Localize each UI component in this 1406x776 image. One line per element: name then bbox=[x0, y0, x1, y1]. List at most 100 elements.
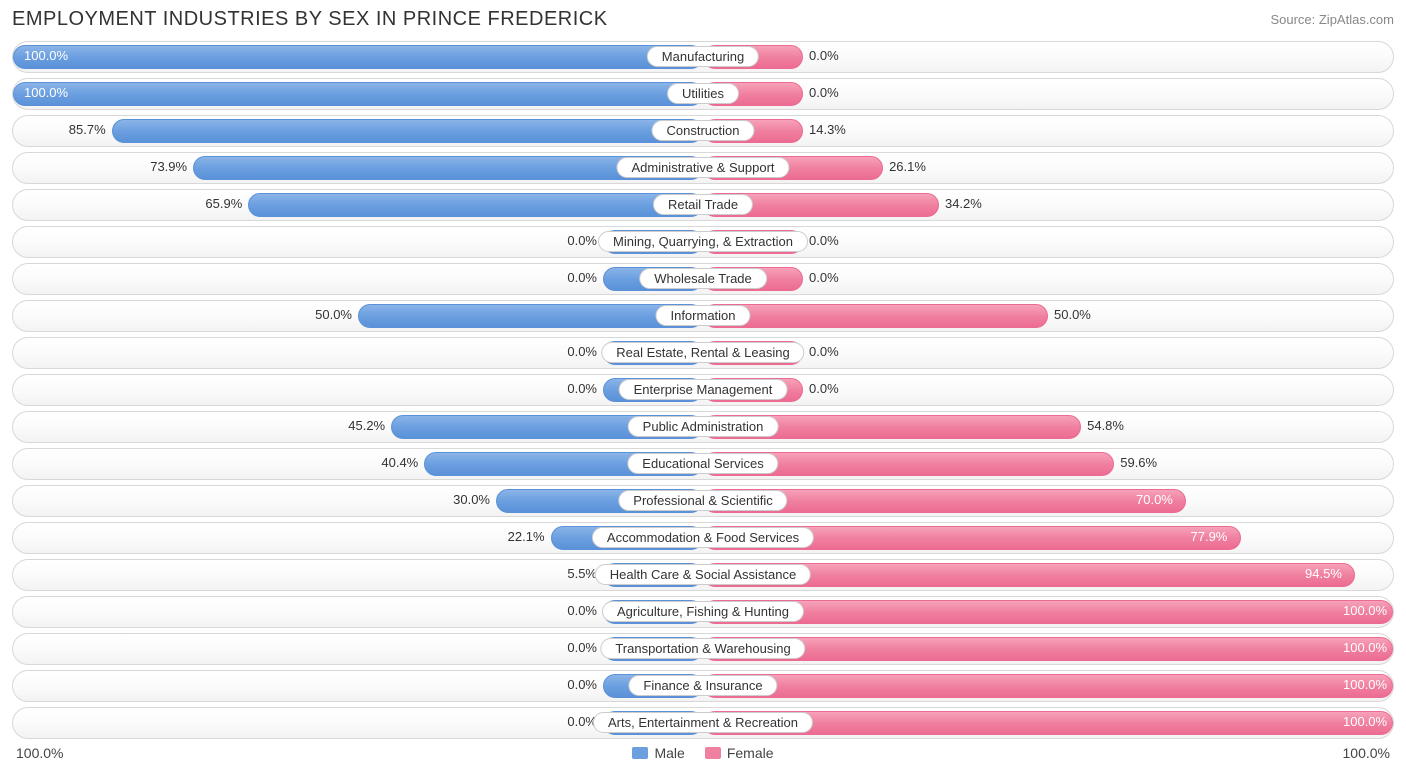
category-label: Agriculture, Fishing & Hunting bbox=[602, 601, 804, 622]
chart-header: EMPLOYMENT INDUSTRIES BY SEX IN PRINCE F… bbox=[12, 8, 1394, 31]
male-bar bbox=[112, 119, 703, 143]
chart-row: 45.2% 54.8% Public Administration bbox=[12, 411, 1394, 443]
male-value-label: 73.9% bbox=[150, 159, 187, 174]
category-label: Manufacturing bbox=[647, 46, 759, 67]
male-value-label: 0.0% bbox=[567, 381, 597, 396]
legend-swatch bbox=[632, 747, 648, 759]
female-bar bbox=[703, 674, 1393, 698]
male-value-label: 100.0% bbox=[24, 48, 68, 63]
male-bar bbox=[358, 304, 703, 328]
category-label: Mining, Quarrying, & Extraction bbox=[598, 231, 808, 252]
category-label: Educational Services bbox=[627, 453, 778, 474]
chart-row: 50.0% 50.0% Information bbox=[12, 300, 1394, 332]
chart-area: 100.0% 0.0% Manufacturing 100.0% 0.0% Utiliti… bbox=[12, 41, 1394, 739]
source-prefix: Source: bbox=[1270, 12, 1318, 27]
male-value-label: 0.0% bbox=[567, 270, 597, 285]
chart-row: 0.0% 100.0% Agriculture, Fishing & Hunting bbox=[12, 596, 1394, 628]
female-value-label: 34.2% bbox=[945, 196, 982, 211]
category-label: Wholesale Trade bbox=[639, 268, 767, 289]
axis-left-label: 100.0% bbox=[16, 745, 63, 761]
male-value-label: 50.0% bbox=[315, 307, 352, 322]
male-value-label: 100.0% bbox=[24, 85, 68, 100]
male-value-label: 5.5% bbox=[567, 566, 597, 581]
category-label: Construction bbox=[652, 120, 755, 141]
female-value-label: 59.6% bbox=[1120, 455, 1157, 470]
category-label: Arts, Entertainment & Recreation bbox=[593, 712, 813, 733]
chart-row: 0.0% 0.0% Wholesale Trade bbox=[12, 263, 1394, 295]
female-value-label: 0.0% bbox=[809, 381, 839, 396]
female-value-label: 0.0% bbox=[809, 233, 839, 248]
chart-row: 85.7% 14.3% Construction bbox=[12, 115, 1394, 147]
chart-row: 5.5% 94.5% Health Care & Social Assistance bbox=[12, 559, 1394, 591]
chart-title: EMPLOYMENT INDUSTRIES BY SEX IN PRINCE F… bbox=[12, 8, 608, 31]
axis-right-label: 100.0% bbox=[1343, 745, 1390, 761]
male-value-label: 0.0% bbox=[567, 233, 597, 248]
chart-row: 0.0% 0.0% Enterprise Management bbox=[12, 374, 1394, 406]
male-value-label: 45.2% bbox=[348, 418, 385, 433]
chart-row: 0.0% 0.0% Real Estate, Rental & Leasing bbox=[12, 337, 1394, 369]
female-value-label: 100.0% bbox=[1343, 603, 1387, 618]
category-label: Administrative & Support bbox=[616, 157, 789, 178]
chart-row: 0.0% 0.0%Mining, Quarrying, & Extraction bbox=[12, 226, 1394, 258]
category-label: Health Care & Social Assistance bbox=[595, 564, 811, 585]
legend-label: Male bbox=[654, 745, 684, 761]
male-value-label: 30.0% bbox=[453, 492, 490, 507]
female-value-label: 100.0% bbox=[1343, 640, 1387, 655]
chart-row: 0.0% 100.0% Transportation & Warehousing bbox=[12, 633, 1394, 665]
chart-row: 0.0% 100.0% Finance & Insurance bbox=[12, 670, 1394, 702]
female-value-label: 77.9% bbox=[1191, 529, 1228, 544]
chart-row: 40.4% 59.6% Educational Services bbox=[12, 448, 1394, 480]
source-link[interactable]: ZipAtlas.com bbox=[1319, 12, 1394, 27]
chart-source: Source: ZipAtlas.com bbox=[1270, 12, 1394, 27]
chart-row: 22.1% 77.9% Accommodation & Food Services bbox=[12, 522, 1394, 554]
category-label: Real Estate, Rental & Leasing bbox=[601, 342, 804, 363]
male-value-label: 0.0% bbox=[567, 344, 597, 359]
female-value-label: 100.0% bbox=[1343, 714, 1387, 729]
chart-row: 0.0%100.0%Arts, Entertainment & Recreati… bbox=[12, 707, 1394, 739]
legend-label: Female bbox=[727, 745, 774, 761]
chart-row: 100.0% 0.0% Manufacturing bbox=[12, 41, 1394, 73]
female-value-label: 100.0% bbox=[1343, 677, 1387, 692]
category-label: Public Administration bbox=[628, 416, 779, 437]
chart-row: 100.0% 0.0% Utilities bbox=[12, 78, 1394, 110]
category-label: Information bbox=[655, 305, 750, 326]
chart-row: 30.0% 70.0% Professional & Scientific bbox=[12, 485, 1394, 517]
female-value-label: 94.5% bbox=[1305, 566, 1342, 581]
category-label: Finance & Insurance bbox=[628, 675, 777, 696]
male-value-label: 85.7% bbox=[69, 122, 106, 137]
chart-legend: Male Female bbox=[632, 745, 773, 761]
category-label: Utilities bbox=[667, 83, 739, 104]
female-bar bbox=[703, 600, 1393, 624]
male-bar bbox=[13, 45, 703, 69]
female-value-label: 0.0% bbox=[809, 270, 839, 285]
male-value-label: 40.4% bbox=[381, 455, 418, 470]
category-label: Transportation & Warehousing bbox=[600, 638, 805, 659]
legend-item: Male bbox=[632, 745, 684, 761]
category-label: Professional & Scientific bbox=[618, 490, 787, 511]
female-bar bbox=[703, 637, 1393, 661]
female-value-label: 0.0% bbox=[809, 48, 839, 63]
chart-row: 73.9% 26.1% Administrative & Support bbox=[12, 152, 1394, 184]
chart-footer: 100.0% Male Female 100.0% bbox=[12, 745, 1394, 761]
female-value-label: 50.0% bbox=[1054, 307, 1091, 322]
legend-swatch bbox=[705, 747, 721, 759]
male-value-label: 65.9% bbox=[205, 196, 242, 211]
chart-row: 65.9% 34.2% Retail Trade bbox=[12, 189, 1394, 221]
legend-item: Female bbox=[705, 745, 774, 761]
female-value-label: 70.0% bbox=[1136, 492, 1173, 507]
category-label: Accommodation & Food Services bbox=[592, 527, 814, 548]
male-value-label: 0.0% bbox=[567, 677, 597, 692]
female-value-label: 14.3% bbox=[809, 122, 846, 137]
female-value-label: 0.0% bbox=[809, 85, 839, 100]
male-value-label: 0.0% bbox=[567, 603, 597, 618]
female-value-label: 26.1% bbox=[889, 159, 926, 174]
male-value-label: 0.0% bbox=[567, 640, 597, 655]
category-label: Retail Trade bbox=[653, 194, 753, 215]
female-bar bbox=[703, 304, 1048, 328]
female-value-label: 54.8% bbox=[1087, 418, 1124, 433]
male-bar bbox=[248, 193, 703, 217]
male-value-label: 22.1% bbox=[508, 529, 545, 544]
female-value-label: 0.0% bbox=[809, 344, 839, 359]
category-label: Enterprise Management bbox=[619, 379, 788, 400]
male-bar bbox=[13, 82, 703, 106]
